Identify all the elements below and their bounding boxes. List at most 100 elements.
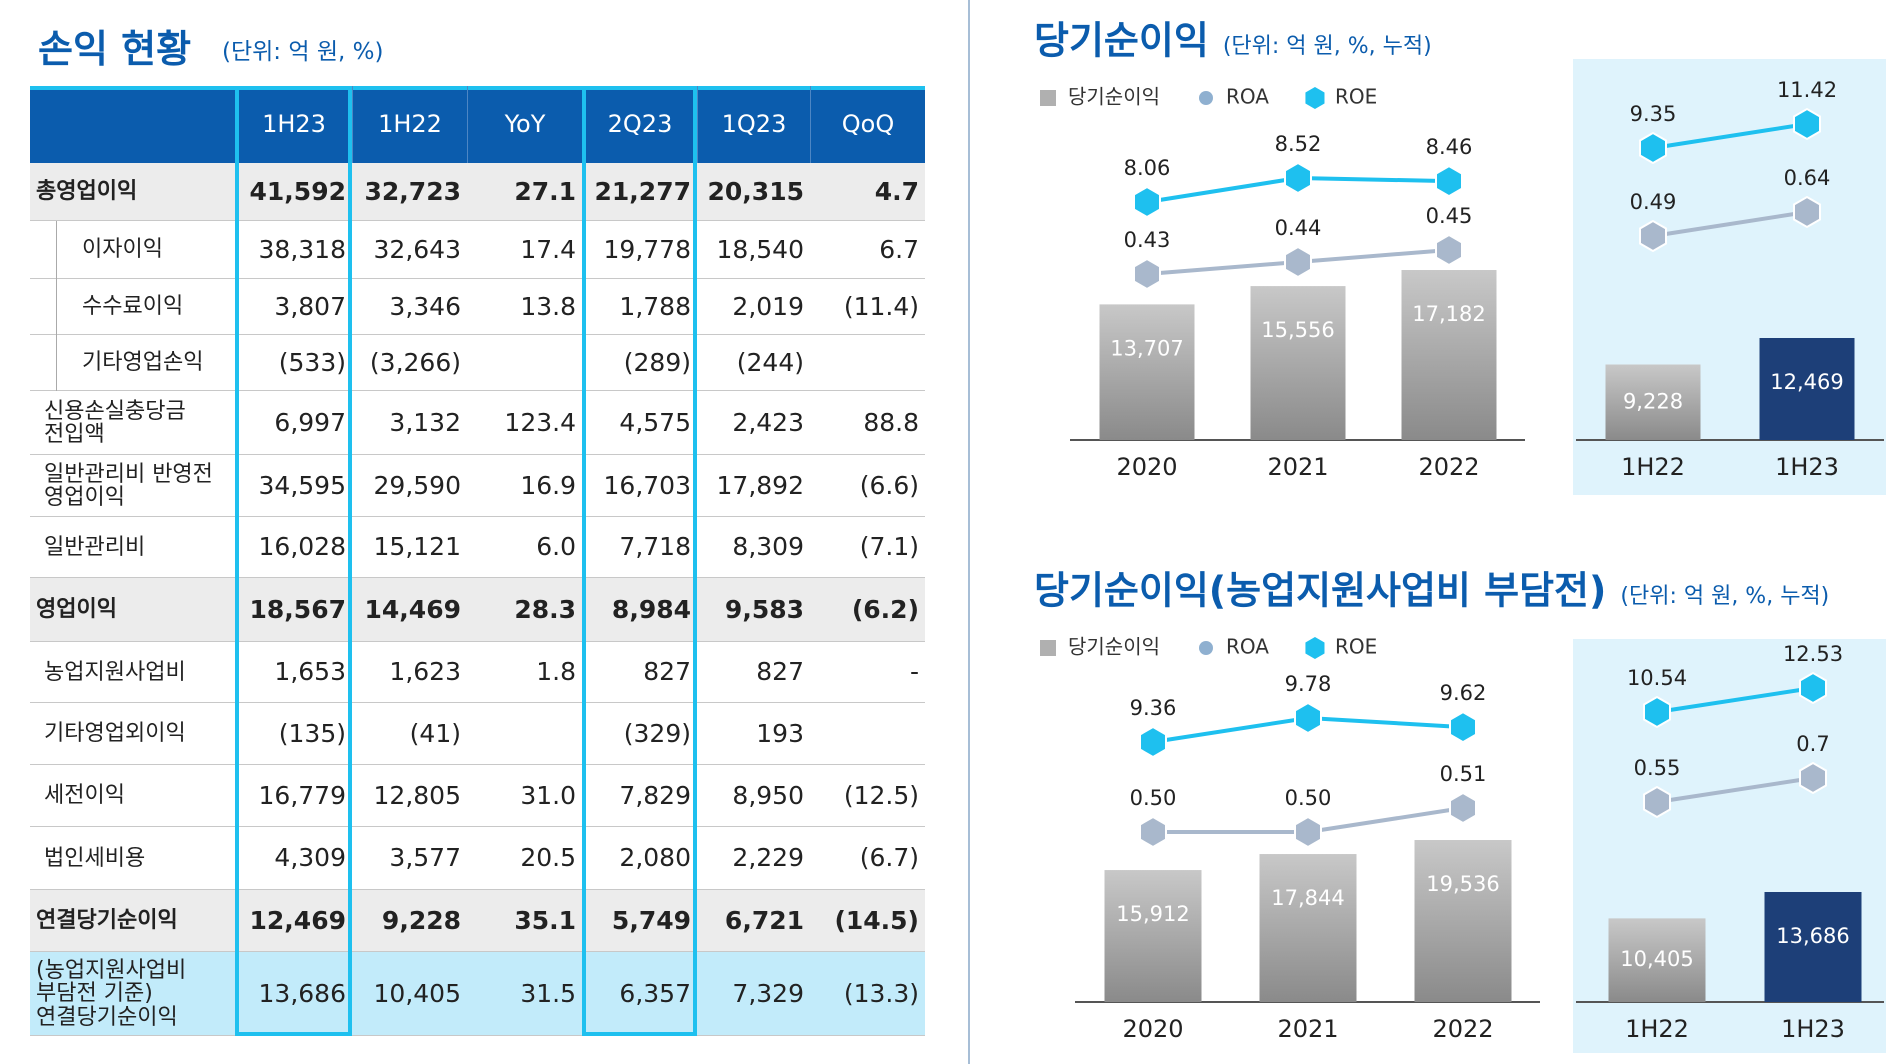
table-row [30,765,925,827]
marker [1139,815,1167,849]
table-cell: (41) [409,718,461,748]
bar-label: 12,469 [1770,370,1843,394]
table-cell: 12,805 [373,780,461,810]
point-label: 8.46 [1426,135,1473,159]
bar-label: 15,556 [1261,318,1334,342]
table-cell: (13.3) [843,978,919,1008]
bar-label: 15,912 [1116,902,1189,926]
bar [1104,870,1202,1002]
bar [1764,892,1862,1002]
header-cell: QoQ [810,86,925,163]
header-cell: 1Q23 [697,86,810,163]
table-cell: 4,309 [274,843,346,873]
point-label: 11.42 [1777,78,1837,102]
point-label: 0.50 [1130,786,1177,810]
bar [1099,304,1195,440]
table-cell: 2,080 [619,843,691,873]
table-cell: 9,583 [724,594,804,624]
table-row [30,578,925,642]
indent-line [56,279,57,335]
table-cell: 9,228 [381,905,461,935]
table-cell: 8,950 [732,780,804,810]
bar [1401,270,1497,440]
table-cell: (329) [623,718,691,748]
table-row [30,890,925,952]
line [1656,686,1814,714]
left-unit: (단위: 억 원, %) [222,39,384,65]
table-cell: 18,540 [716,234,804,264]
table-cell: 32,643 [373,234,461,264]
bar-label: 13,686 [1776,924,1849,948]
table-row [30,221,925,279]
bar [1259,854,1357,1002]
bar [1414,840,1512,1002]
row-label: 이자이익 [82,237,163,263]
table-cell: (289) [623,347,691,377]
bar [1608,918,1706,1002]
bar [1605,364,1701,440]
table-cell: 16,028 [258,532,346,562]
table-cell: 17.4 [520,234,576,264]
point-label: 0.49 [1630,190,1677,214]
row-label: 신용손실충당금 전입액 [44,398,186,447]
table-cell: 38,318 [258,234,346,264]
table-cell: 6,721 [724,905,804,935]
table-cell: 32,723 [364,176,461,206]
table-cell: 5,749 [611,905,691,935]
table-cell: 88.8 [863,407,919,437]
point-label: 0.44 [1275,216,1322,240]
line [1652,210,1808,238]
left-title: 손익 현황 [38,27,192,71]
table-cell: (533) [278,347,346,377]
point-label: 8.52 [1275,132,1322,156]
legend-swatch [1199,641,1213,655]
table-cell: 20.5 [520,843,576,873]
indent-line [56,221,57,279]
row-label: 법인세비용 [44,845,146,871]
point-label: 0.64 [1784,166,1831,190]
row-label: 수수료이익 [82,294,184,320]
point-label: 9.62 [1440,681,1487,705]
marker [1133,185,1161,219]
table-cell: 1.8 [536,657,576,687]
table-cell: (11.4) [843,291,919,321]
row-label: 기타영업외이익 [44,721,186,747]
table-cell: 10,405 [373,978,461,1008]
table-cell: 16,779 [258,780,346,810]
table-cell: 1,623 [389,657,461,687]
line [1656,776,1814,804]
x-tick-label: 1H22 [1621,453,1685,481]
table-cell: 13,686 [258,978,346,1008]
table-cell: 1,653 [274,657,346,687]
table-cell: 3,132 [389,407,461,437]
marker [1799,761,1827,795]
marker [1799,671,1827,705]
row-label: 세전이익 [44,783,125,809]
marker [1643,785,1671,819]
table-cell: 827 [643,657,691,687]
marker [1793,107,1821,141]
row-label: 농업지원사업비 [44,659,186,685]
chart-title: 당기순이익 [1034,19,1209,63]
table-cell: 2,423 [732,407,804,437]
point-label: 0.50 [1285,786,1332,810]
point-label: 0.51 [1440,762,1487,786]
table-cell: 3,807 [274,291,346,321]
table-cell: 2,019 [732,291,804,321]
marker [1435,164,1463,198]
legend-label: ROE [1335,635,1377,659]
table-cell: 27.1 [514,176,576,206]
bar-label: 17,844 [1271,886,1344,910]
legend-label: 당기순이익 [1068,85,1160,109]
table-cell: 15,121 [373,532,461,562]
x-tick-label: 1H22 [1625,1015,1689,1043]
table-cell: 7,718 [619,532,691,562]
marker [1435,233,1463,267]
table-cell: 1,788 [619,291,691,321]
table-cell: 31.0 [520,780,576,810]
column-highlight [235,86,352,1036]
x-tick-label: 2020 [1116,453,1177,481]
table-cell: 123.4 [504,407,576,437]
